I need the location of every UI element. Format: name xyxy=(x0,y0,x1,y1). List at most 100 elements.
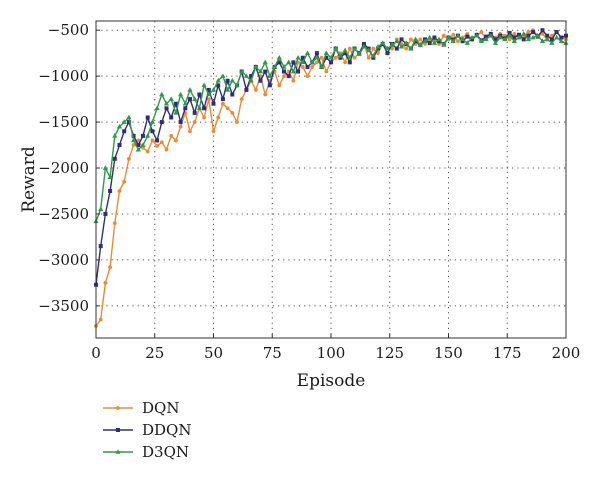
x-tick-label: 150 xyxy=(434,344,463,362)
data-point xyxy=(304,50,311,55)
data-point xyxy=(103,211,108,216)
data-point xyxy=(540,31,545,36)
data-point xyxy=(361,43,367,49)
data-point xyxy=(263,69,268,74)
data-point xyxy=(535,32,541,38)
data-point xyxy=(159,120,164,125)
data-point xyxy=(469,34,475,40)
data-point xyxy=(221,101,225,106)
data-point xyxy=(343,60,347,65)
data-point xyxy=(131,133,136,138)
data-point xyxy=(394,38,400,44)
data-point xyxy=(310,65,315,69)
data-point xyxy=(413,36,419,42)
data-point xyxy=(356,51,362,56)
legend: DQN DDQN D3QN xyxy=(103,399,191,461)
data-point xyxy=(277,83,282,88)
data-point xyxy=(422,38,428,44)
data-point xyxy=(427,41,432,46)
data-point xyxy=(380,40,386,45)
data-point xyxy=(376,51,380,56)
data-point xyxy=(338,55,343,60)
data-point xyxy=(286,59,292,65)
data-point xyxy=(323,50,329,55)
data-point xyxy=(116,123,123,129)
data-point xyxy=(272,64,278,69)
data-point xyxy=(319,55,324,60)
data-point xyxy=(512,31,517,36)
data-point xyxy=(366,47,372,53)
data-point xyxy=(117,189,122,193)
data-point xyxy=(488,32,494,38)
data-point xyxy=(427,34,433,40)
data-point xyxy=(333,45,339,51)
data-point xyxy=(507,37,512,42)
data-point xyxy=(337,53,343,58)
data-point xyxy=(173,101,178,106)
data-point xyxy=(192,110,197,115)
data-point xyxy=(333,55,338,60)
data-point xyxy=(202,106,207,111)
data-point xyxy=(145,115,150,120)
y-tick-label: −3500 xyxy=(38,297,89,315)
data-point xyxy=(145,149,150,154)
data-point xyxy=(202,115,207,120)
data-point xyxy=(282,69,286,74)
data-point xyxy=(404,46,409,51)
x-tick-label: 0 xyxy=(91,344,101,362)
legend-label: D3QN xyxy=(142,443,189,461)
data-point xyxy=(319,64,325,69)
data-point xyxy=(479,30,484,34)
data-point xyxy=(291,60,296,65)
y-tick-label: −1000 xyxy=(38,67,89,85)
data-point xyxy=(516,34,522,40)
data-point xyxy=(456,39,460,44)
data-point xyxy=(197,92,202,97)
data-point xyxy=(262,59,268,65)
y-axis-label: Reward xyxy=(19,146,39,213)
data-point xyxy=(300,55,305,60)
data-point xyxy=(409,37,413,42)
x-axis-label: Episode xyxy=(297,371,366,391)
data-point xyxy=(347,60,352,65)
data-point xyxy=(370,53,376,58)
data-point xyxy=(116,406,120,410)
data-point xyxy=(98,317,103,322)
data-point xyxy=(188,97,192,102)
data-point xyxy=(178,91,184,97)
data-point xyxy=(437,39,442,44)
data-point xyxy=(145,133,151,138)
data-point xyxy=(112,221,117,226)
data-point xyxy=(352,55,357,60)
data-point xyxy=(460,36,466,42)
data-point xyxy=(549,40,555,45)
data-point xyxy=(206,97,211,102)
data-point xyxy=(394,46,399,51)
data-point xyxy=(122,129,127,134)
data-point xyxy=(257,68,264,74)
x-tick-label: 75 xyxy=(263,344,282,362)
data-point xyxy=(253,88,258,92)
data-point xyxy=(188,129,192,134)
grid xyxy=(96,21,566,338)
data-point xyxy=(230,110,235,115)
data-point xyxy=(545,33,550,38)
data-point xyxy=(169,133,174,138)
data-point xyxy=(544,36,550,42)
data-point xyxy=(164,147,169,152)
data-point xyxy=(140,142,146,147)
data-point xyxy=(549,37,554,42)
data-point xyxy=(432,35,437,40)
data-point xyxy=(234,82,240,88)
data-point xyxy=(450,38,456,44)
data-point xyxy=(112,156,117,161)
y-axis: −3500 −3000 −2500 −2000 −1500 −1000 −500 xyxy=(38,21,100,315)
data-point xyxy=(192,120,197,124)
data-point xyxy=(155,138,160,143)
data-point xyxy=(220,97,225,102)
data-point xyxy=(451,32,456,37)
data-point xyxy=(126,120,131,125)
data-point xyxy=(300,65,305,69)
data-point xyxy=(173,110,179,115)
data-point xyxy=(540,28,545,33)
